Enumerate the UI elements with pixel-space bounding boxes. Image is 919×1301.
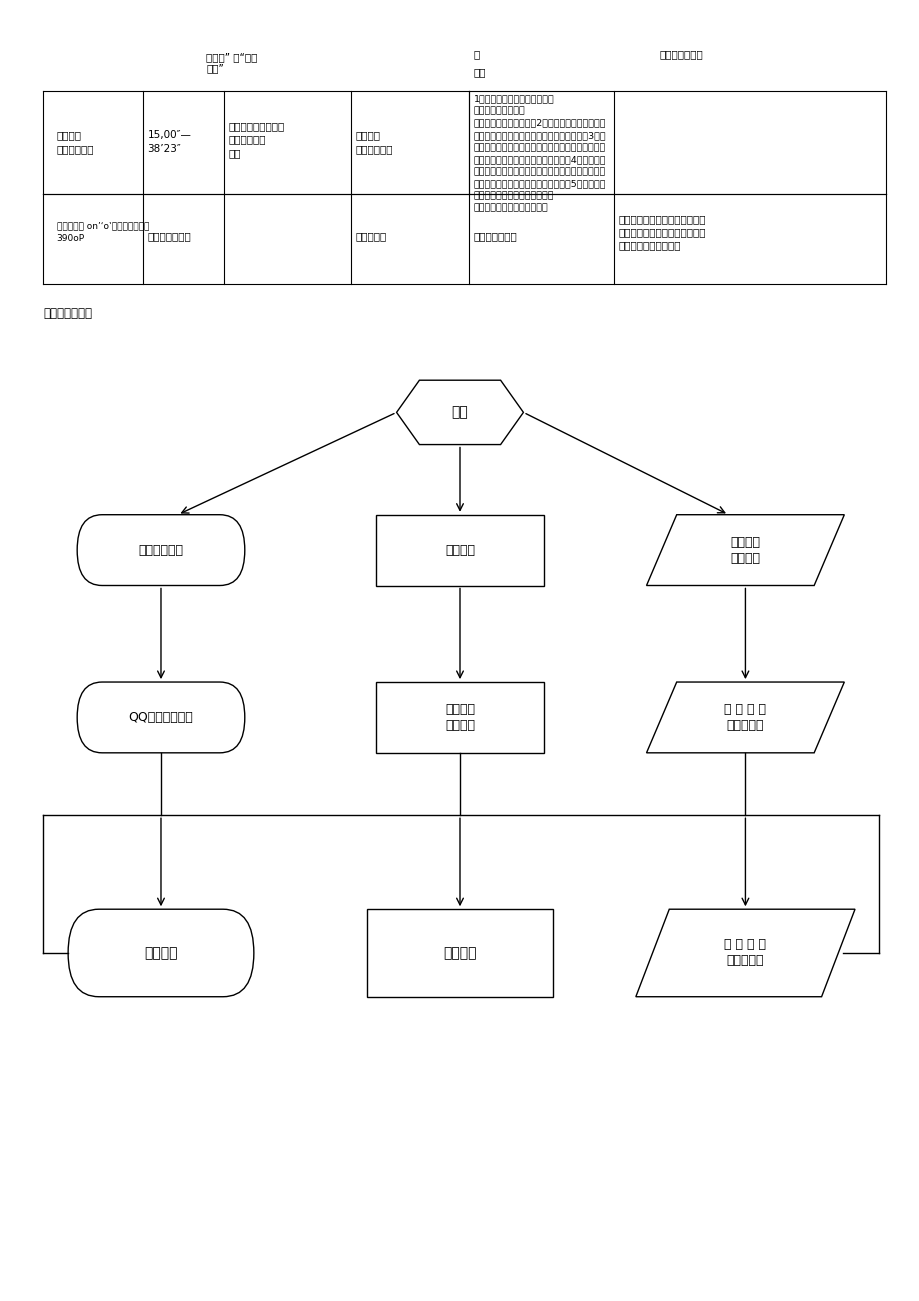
Text: 希沃授课软件的应用，使学生的
评价建议单同步上传，达到了学
生评价和感受的共享。: 希沃授课软件的应用，使学生的 评价建议单同步上传，达到了学 生评价和感受的共享。: [618, 213, 705, 250]
Text: 解决问题: 解决问题: [443, 946, 476, 960]
Text: 白板出示图片: 白板出示图片: [139, 544, 183, 557]
Text: 活 动 探 究
初次体验拍: 活 动 探 究 初次体验拍: [723, 703, 766, 732]
Text: 完成评价建议单: 完成评价建议单: [473, 232, 516, 241]
Text: 深 入 探 究
再次体验拍: 深 入 探 究 再次体验拍: [723, 938, 766, 968]
Text: 评价与总结 on’‘o‛活动的收获与感
390oP: 评价与总结 on’‘o‛活动的收获与感 390oP: [57, 221, 149, 242]
Text: 六、教学流程图: 六、教学流程图: [43, 307, 92, 320]
Text: 题。: 题。: [473, 68, 485, 78]
Text: QQ同步上传照片: QQ同步上传照片: [129, 710, 193, 723]
Text: 15,00″—
38’23″: 15,00″— 38’23″: [147, 130, 191, 154]
Text: 深入探究
再次体验拍照: 深入探究 再次体验拍照: [57, 130, 94, 154]
Text: 开始: 开始: [451, 406, 468, 419]
Text: 平板电脑: 平板电脑: [144, 946, 177, 960]
Text: 问: 问: [473, 49, 480, 60]
Text: 探究摄影技巧，并能
拍出高质量的
照片: 探究摄影技巧，并能 拍出高质量的 照片: [229, 121, 285, 157]
Text: 学环节的需要。: 学环节的需要。: [659, 49, 702, 60]
Text: 度问题” 和“构图
问题”: 度问题” 和“构图 问题”: [206, 52, 257, 74]
Text: 评价并总结本次: 评价并总结本次: [147, 232, 191, 241]
Text: 欣赏教师
摄影作品: 欣赏教师 摄影作品: [730, 536, 760, 565]
Text: 1、平板电脑为学生的自主探究
提供了很好的学习工
以小组为单位选择研具；2、投影仪在学生用平板电
究问题，合作探究平脑汇报环节带来了方便；3、电
板电脑中的照片: 1、平板电脑为学生的自主探究 提供了很好的学习工 以小组为单位选择研具；2、投影…: [473, 95, 606, 213]
Text: 发现问题
提出问题: 发现问题 提出问题: [445, 703, 474, 732]
Text: 解决问题
再次体验拍照: 解决问题 再次体验拍照: [356, 130, 392, 154]
Text: 激趣导入: 激趣导入: [445, 544, 474, 557]
Text: 评价和总结: 评价和总结: [356, 232, 387, 241]
